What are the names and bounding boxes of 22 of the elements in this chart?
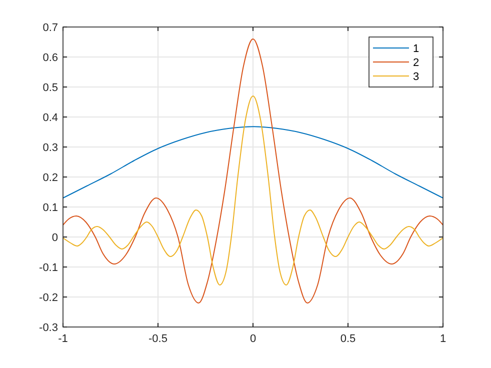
y-tick-label: 0.6 (42, 52, 58, 64)
x-tick-label: 0.5 (340, 333, 356, 345)
x-tick-label: 1 (440, 333, 446, 345)
y-tick-label: 0.4 (42, 112, 58, 124)
y-tick-label: 0.5 (42, 82, 58, 94)
y-tick-label: 0.7 (42, 22, 58, 34)
y-tick-label: 0 (52, 232, 58, 244)
x-tick-label: -0.5 (148, 333, 168, 345)
line-series (62, 38, 444, 304)
line-series (62, 96, 444, 286)
y-tick-label: 0.2 (42, 172, 58, 184)
y-tick-label: 0.1 (42, 202, 58, 214)
legend-label: 3 (413, 71, 420, 83)
x-tick-label: -1 (58, 333, 68, 345)
y-tick-label: -0.1 (39, 262, 58, 274)
y-tick-label: -0.2 (39, 292, 58, 304)
y-tick-label: 0.3 (42, 142, 58, 154)
legend-label: 1 (413, 43, 420, 55)
line-series (62, 126, 444, 198)
y-tick-label: -0.3 (39, 322, 58, 334)
x-tick-label: 0 (250, 333, 256, 345)
legend-label: 2 (413, 57, 420, 69)
